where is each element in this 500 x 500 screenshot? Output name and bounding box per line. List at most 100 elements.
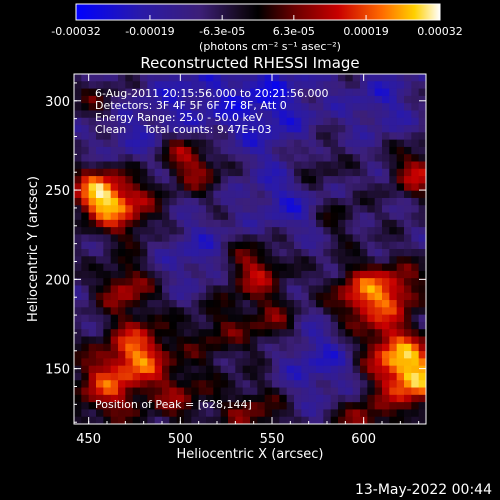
heatmap-cell — [118, 205, 126, 213]
heatmap-cell — [257, 416, 266, 425]
heatmap-cell — [264, 212, 273, 221]
heatmap-cell — [250, 139, 258, 148]
heatmap-cell — [301, 139, 310, 148]
heatmap-cell — [88, 132, 97, 141]
heatmap-cell — [301, 380, 310, 388]
heatmap-cell — [418, 125, 427, 133]
heatmap-cell — [235, 292, 244, 301]
heatmap-cell — [352, 249, 361, 257]
heatmap-cell — [184, 183, 192, 192]
colorbar-units-label: (photons cm⁻² s⁻¹ asec⁻²) — [199, 40, 341, 53]
heatmap-cell — [176, 110, 185, 119]
heatmap-cell — [118, 321, 126, 330]
heatmap-cell — [294, 343, 302, 352]
heatmap-cell — [345, 117, 354, 126]
heatmap-cell — [330, 387, 339, 396]
heatmap-cell — [367, 372, 376, 381]
heatmap-cell — [213, 249, 222, 257]
heatmap-cell — [352, 321, 361, 330]
heatmap-cell — [213, 81, 222, 89]
heatmap-cell — [242, 88, 251, 97]
heatmap-cell — [154, 292, 163, 301]
heatmap-cell — [323, 402, 332, 410]
heatmap-cell — [389, 117, 398, 126]
heatmap-cell — [374, 161, 383, 170]
heatmap-cell — [169, 74, 178, 82]
heatmap-cell — [81, 256, 90, 264]
heatmap-cell — [389, 329, 398, 337]
heatmap-cell — [81, 219, 90, 228]
heatmap-cell — [418, 205, 427, 213]
heatmap-cell — [396, 292, 405, 301]
heatmap-cell — [250, 336, 258, 345]
heatmap-cell — [132, 103, 141, 111]
heatmap-cell — [242, 409, 251, 418]
heatmap-cell — [118, 241, 126, 250]
heatmap-cell — [374, 88, 383, 97]
heatmap-cell — [118, 307, 126, 316]
heatmap-cell — [404, 176, 412, 184]
heatmap-cell — [250, 394, 258, 403]
heatmap-cell — [374, 278, 383, 286]
heatmap-cell — [235, 278, 244, 286]
heatmap-cell — [257, 168, 266, 177]
heatmap-cell — [96, 372, 104, 381]
heatmap-cell — [213, 183, 222, 192]
heatmap-cell — [191, 416, 200, 425]
heatmap-cell — [110, 300, 119, 308]
heatmap-cell — [184, 95, 192, 104]
heatmap-cell — [389, 154, 398, 162]
heatmap-cell — [118, 249, 126, 257]
heatmap-cell — [176, 154, 185, 162]
heatmap-cell — [81, 103, 90, 111]
heatmap-cell — [345, 125, 354, 133]
heatmap-cell — [191, 212, 200, 221]
heatmap-cell — [294, 278, 302, 286]
heatmap-cell — [206, 212, 214, 221]
heatmap-cell — [272, 125, 280, 133]
heatmap-cell — [206, 365, 214, 374]
heatmap-cell — [147, 95, 156, 104]
heatmap-cell — [74, 329, 82, 337]
heatmap-cell — [294, 95, 302, 104]
heatmap-cell — [147, 74, 156, 82]
heatmap-cell — [220, 307, 229, 316]
heatmap-cell — [228, 263, 236, 272]
heatmap-cell — [96, 205, 104, 213]
heatmap-cell — [396, 387, 405, 396]
heatmap-cell — [140, 387, 148, 396]
heatmap-cell — [279, 307, 288, 316]
heatmap-cell — [286, 168, 295, 177]
heatmap-cell — [279, 81, 288, 89]
heatmap-cell — [132, 146, 141, 155]
heatmap-cell — [367, 300, 376, 308]
heatmap-cell — [169, 387, 178, 396]
heatmap-cell — [250, 154, 258, 162]
heatmap-cell — [374, 343, 383, 352]
heatmap-cell — [382, 81, 390, 89]
heatmap-cell — [96, 168, 104, 177]
heatmap-cell — [110, 249, 119, 257]
heatmap-cell — [198, 205, 207, 213]
heatmap-cell — [330, 329, 339, 337]
heatmap-cell — [301, 205, 310, 213]
heatmap-cell — [228, 343, 236, 352]
heatmap-cell — [389, 416, 398, 425]
heatmap-cell — [110, 263, 119, 272]
heatmap-cell — [132, 307, 141, 316]
heatmap-cell — [162, 336, 170, 345]
heatmap-cell — [389, 365, 398, 374]
heatmap-cell — [125, 197, 134, 206]
heatmap-cell — [228, 270, 236, 279]
heatmap-cell — [140, 95, 148, 104]
heatmap-cell — [404, 336, 412, 345]
heatmap-cell — [235, 380, 244, 388]
heatmap-cell — [184, 285, 192, 294]
heatmap-cell — [264, 343, 273, 352]
heatmap-cell — [132, 263, 141, 272]
heatmap-cell — [308, 197, 317, 206]
heatmap-cell — [411, 372, 420, 381]
heatmap-cell — [242, 300, 251, 308]
heatmap-cell — [140, 241, 148, 250]
heatmap-cell — [352, 402, 361, 410]
